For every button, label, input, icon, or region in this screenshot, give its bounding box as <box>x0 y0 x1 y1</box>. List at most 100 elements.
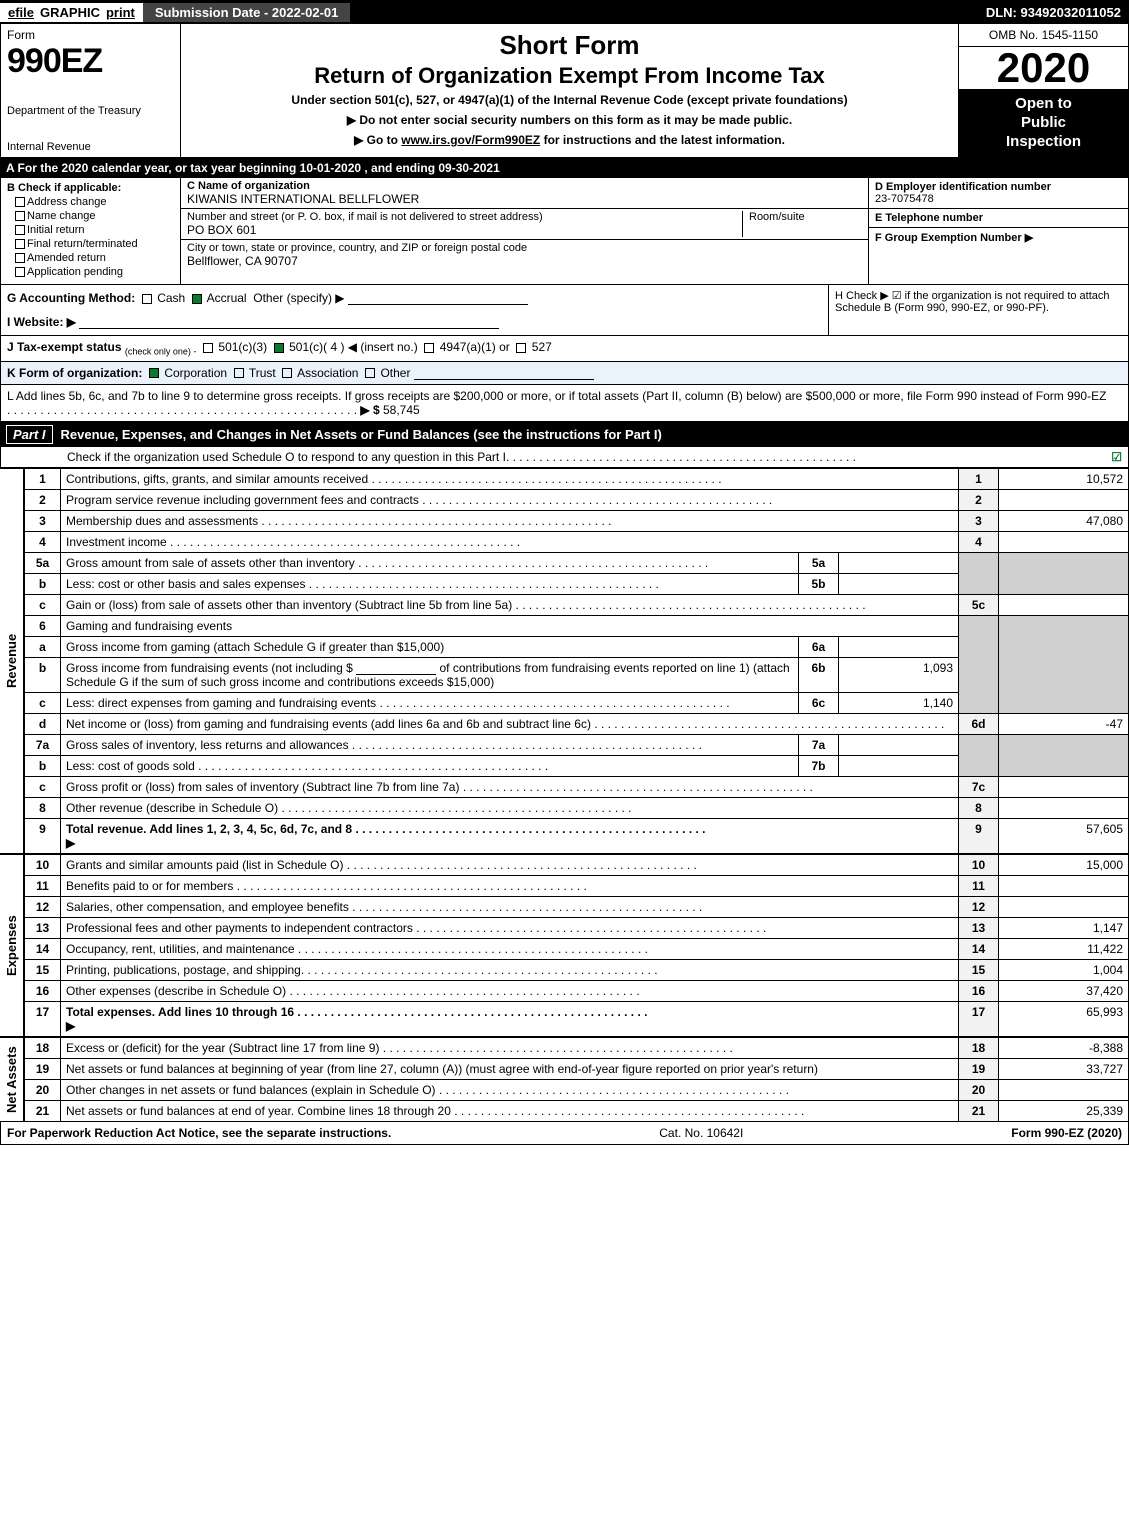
ssn-warning: ▶ Do not enter social security numbers o… <box>191 113 948 127</box>
dln-box: DLN: 93492032011052 <box>978 3 1129 22</box>
line-10: 10Grants and similar amounts paid (list … <box>25 854 1129 875</box>
l1-rno: 1 <box>959 468 999 489</box>
j-527-checkbox[interactable] <box>516 343 526 353</box>
header-center: Short Form Return of Organization Exempt… <box>181 24 958 157</box>
g-other-input[interactable] <box>348 293 528 305</box>
b-final-return[interactable]: Final return/terminated <box>15 238 174 250</box>
goto-link[interactable]: www.irs.gov/Form990EZ <box>401 133 540 147</box>
l7c-rno: 7c <box>959 776 999 797</box>
net-assets-table: 18Excess or (deficit) for the year (Subt… <box>24 1037 1129 1122</box>
line-19: 19Net assets or fund balances at beginni… <box>25 1058 1129 1079</box>
l2-no: 2 <box>25 489 61 510</box>
line-5a: 5a Gross amount from sale of assets othe… <box>25 552 1129 573</box>
top-bar-left: efile GRAPHIC print <box>0 3 143 22</box>
j-501c-checkbox[interactable] <box>274 343 284 353</box>
l8-rno: 8 <box>959 797 999 818</box>
print-link[interactable]: print <box>106 5 135 20</box>
k-other-input[interactable] <box>414 368 594 380</box>
row-a-tax-year: A For the 2020 calendar year, or tax yea… <box>0 158 1129 178</box>
l6b-midval: 1,093 <box>839 657 959 692</box>
tax-year: 2020 <box>959 47 1128 89</box>
submission-date-value: 2022-02-01 <box>272 5 339 20</box>
k-corp-checkbox[interactable] <box>149 368 159 378</box>
line-6: 6 Gaming and fundraising events <box>25 615 1129 636</box>
l1-val: 10,572 <box>999 468 1129 489</box>
l6c-no: c <box>25 692 61 713</box>
j-4947-checkbox[interactable] <box>424 343 434 353</box>
l9-arrow: ▶ <box>66 836 75 850</box>
l9-desc: Total revenue. Add lines 1, 2, 3, 4, 5c,… <box>66 822 953 836</box>
e-block: E Telephone number <box>869 209 1128 228</box>
l6b-mid: 6b <box>799 657 839 692</box>
l6d-rno: 6d <box>959 713 999 734</box>
l8-no: 8 <box>25 797 61 818</box>
row-j-tax-exempt: J Tax-exempt status (check only one) - 5… <box>0 336 1129 361</box>
b-address-change[interactable]: Address change <box>15 196 174 208</box>
b-amended-return[interactable]: Amended return <box>15 252 174 264</box>
l7a-midval <box>839 734 959 755</box>
l6b-no: b <box>25 657 61 692</box>
dln-label: DLN: <box>986 5 1021 20</box>
dept-treasury: Department of the Treasury <box>7 105 174 117</box>
line-5c: c Gain or (loss) from sale of assets oth… <box>25 594 1129 615</box>
k-other: Other <box>380 366 410 380</box>
form-under: Under section 501(c), 527, or 4947(a)(1)… <box>191 93 948 107</box>
l7b-mid: 7b <box>799 755 839 776</box>
submission-date-label: Submission Date - <box>155 5 272 20</box>
l6a-desc: Gross income from gaming (attach Schedul… <box>61 636 799 657</box>
l8-val <box>999 797 1129 818</box>
l-arrow: ▶ $ <box>360 403 383 417</box>
l6b-desc: Gross income from fundraising events (no… <box>61 657 799 692</box>
l7c-no: c <box>25 776 61 797</box>
g-accounting: G Accounting Method: Cash Accrual Other … <box>1 285 828 335</box>
l1-desc: Contributions, gifts, grants, and simila… <box>66 472 953 486</box>
l3-val: 47,080 <box>999 510 1129 531</box>
l6c-midval: 1,140 <box>839 692 959 713</box>
l5a-desc: Gross amount from sale of assets other t… <box>66 556 793 570</box>
l4-rno: 4 <box>959 531 999 552</box>
line-18: 18Excess or (deficit) for the year (Subt… <box>25 1037 1129 1058</box>
line-2: 2 Program service revenue including gove… <box>25 489 1129 510</box>
l6a-no: a <box>25 636 61 657</box>
l6b-amount-input[interactable] <box>356 663 436 675</box>
b-initial-return[interactable]: Initial return <box>15 224 174 236</box>
g-cash-checkbox[interactable] <box>142 294 152 304</box>
submission-date-box: Submission Date - 2022-02-01 <box>143 3 351 22</box>
inspect-3: Inspection <box>965 133 1122 152</box>
line-20: 20Other changes in net assets or fund ba… <box>25 1079 1129 1100</box>
j-501c3-checkbox[interactable] <box>203 343 213 353</box>
c-city-block: City or town, state or province, country… <box>181 240 868 270</box>
line-7c: c Gross profit or (loss) from sales of i… <box>25 776 1129 797</box>
d-block: D Employer identification number 23-7075… <box>869 178 1128 209</box>
inspect-2: Public <box>965 114 1122 133</box>
l5a-mid: 5a <box>799 552 839 573</box>
footer-right: Form 990-EZ (2020) <box>1011 1126 1122 1140</box>
k-trust-checkbox[interactable] <box>234 368 244 378</box>
efile-link[interactable]: efile <box>8 5 34 20</box>
row-gh: G Accounting Method: Cash Accrual Other … <box>0 285 1129 336</box>
b-name-change[interactable]: Name change <box>15 210 174 222</box>
section-bcdef: B Check if applicable: Address change Na… <box>0 178 1129 285</box>
k-other-checkbox[interactable] <box>365 368 375 378</box>
footer-center: Cat. No. 10642I <box>391 1126 1011 1140</box>
i-website-input[interactable] <box>79 317 499 329</box>
line-7a: 7a Gross sales of inventory, less return… <box>25 734 1129 755</box>
expenses-table: 10Grants and similar amounts paid (list … <box>24 854 1129 1037</box>
l7b-midval <box>839 755 959 776</box>
c-addr-value: PO BOX 601 <box>187 223 742 237</box>
line-21: 21Net assets or fund balances at end of … <box>25 1100 1129 1121</box>
b-application-pending[interactable]: Application pending <box>15 266 174 278</box>
revenue-label: Revenue <box>0 468 24 854</box>
l9-rno: 9 <box>959 818 999 853</box>
c-addr-block: Number and street (or P. O. box, if mail… <box>181 209 868 240</box>
g-accrual-checkbox[interactable] <box>192 294 202 304</box>
l3-rno: 3 <box>959 510 999 531</box>
c-name-value: KIWANIS INTERNATIONAL BELLFLOWER <box>187 192 862 206</box>
k-assoc-checkbox[interactable] <box>282 368 292 378</box>
line-13: 13Professional fees and other payments t… <box>25 917 1129 938</box>
line-17: 17Total expenses. Add lines 10 through 1… <box>25 1001 1129 1036</box>
b-header: B Check if applicable: <box>7 182 174 194</box>
part-1-subheader: Check if the organization used Schedule … <box>0 447 1129 468</box>
form-number: 990EZ <box>7 42 174 81</box>
h-schedule-b: H Check ▶ ☑ if the organization is not r… <box>828 285 1128 335</box>
